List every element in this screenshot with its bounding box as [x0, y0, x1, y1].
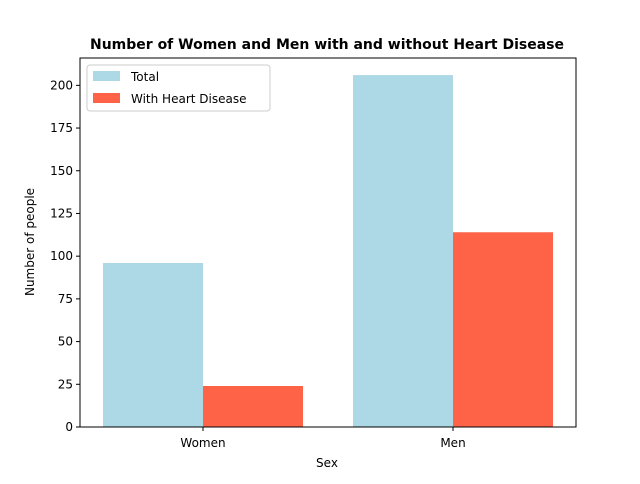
legend: Total With Heart Disease — [86, 64, 271, 112]
y-tick-label: 175 — [50, 121, 73, 135]
axes: 0 25 50 75 100 125 150 175 200 Women Men — [50, 57, 577, 450]
y-tick-label: 0 — [65, 420, 73, 434]
plot-frame — [79, 57, 577, 428]
bar-with-heart-disease-men — [453, 232, 553, 427]
legend-label: With Heart Disease — [131, 92, 246, 106]
x-tick-label: Men — [440, 436, 465, 450]
bar-total-women — [103, 263, 203, 427]
y-tick-label: 125 — [50, 206, 73, 220]
y-tick-label: 50 — [58, 335, 73, 349]
chart-title: Number of Women and Men with and without… — [90, 37, 564, 53]
x-axis-label: Sex — [316, 456, 338, 470]
y-tick-label: 25 — [58, 377, 73, 391]
y-tick-label: 75 — [58, 292, 73, 306]
y-tick-label: 100 — [50, 249, 73, 263]
y-tick-label: 150 — [50, 164, 73, 178]
legend-swatch — [93, 93, 120, 103]
bar-total-men — [353, 75, 453, 427]
x-tick-label: Women — [180, 436, 225, 450]
legend-label: Total — [130, 70, 159, 84]
bar-with-heart-disease-women — [203, 386, 303, 427]
legend-box — [86, 64, 271, 112]
plot-area — [103, 75, 553, 427]
y-tick-label: 200 — [50, 78, 73, 92]
y-axis-label: Number of people — [23, 188, 37, 296]
legend-swatch — [93, 71, 120, 81]
